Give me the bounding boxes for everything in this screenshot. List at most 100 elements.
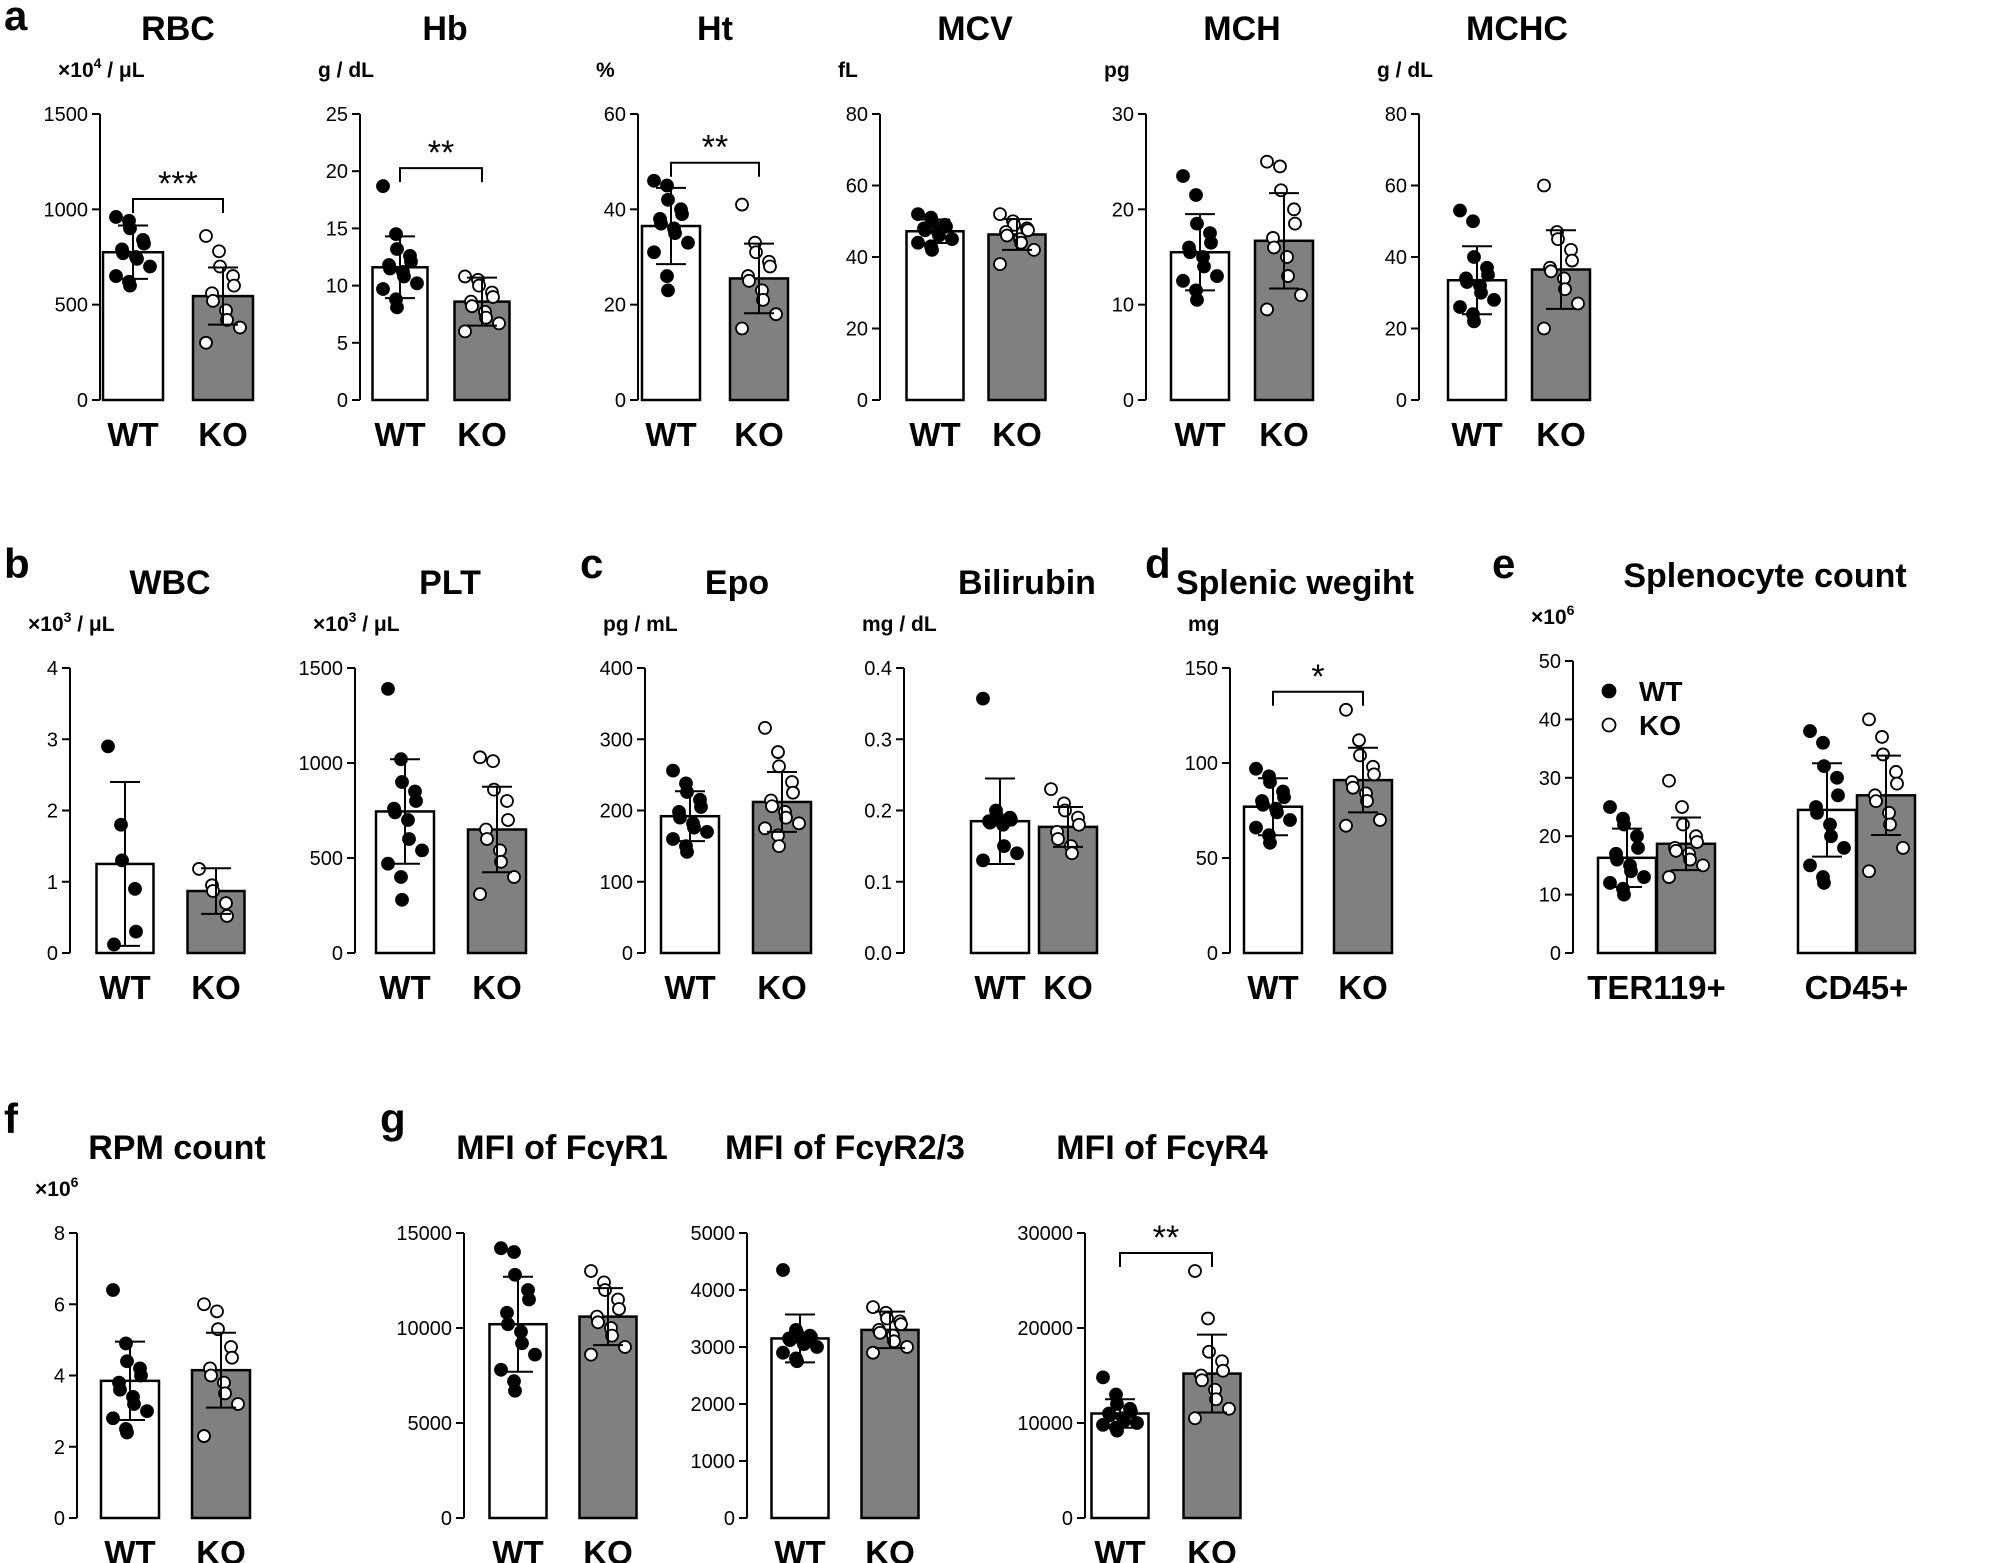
data-point-wt [1467,250,1481,264]
data-point-wt [1823,817,1837,832]
chart-mfi_fcgr23: MFI of FcγR2/3 0 1000 2000 3000 4000 5000 WT KO [691,1129,965,1563]
data-point-ko [735,197,749,212]
chart-title: Hb [422,10,467,48]
y-tick-label: 0 [441,1508,452,1530]
data-point-wt [1283,813,1297,827]
data-point-wt [404,254,418,269]
data-point-wt [1256,797,1270,812]
data-point-wt [1096,1370,1110,1385]
y-unit-label: ×104 / μL [58,55,145,82]
y-tick-label: 0 [622,943,633,965]
y-tick-label: 50 [1539,651,1561,673]
data-point-ko [1280,250,1294,264]
data-point-ko [473,887,487,901]
y-tick-label: 3 [47,729,58,751]
chart-title: Ht [697,10,733,48]
y-tick-label: 5 [337,333,348,355]
data-point-ko [618,1340,632,1354]
data-point-ko [1537,321,1551,336]
data-point-wt [1189,188,1203,202]
data-point-wt [1487,292,1501,307]
data-point-wt [1110,1423,1124,1438]
chart-mchc: MCHC g / dL 0 20 40 60 80 WT KO [1377,10,1592,453]
data-point-ko [206,293,220,308]
data-point-wt [1466,214,1480,229]
chart-ht: Ht% 0 20 40 60 WT KO ** [596,10,790,453]
unit-exponent: 3 [349,609,357,625]
y-tick-label: 0 [857,390,868,412]
y-unit-label: % [596,59,615,82]
data-point-ko [866,1300,880,1314]
significance-label: ** [1153,1219,1179,1257]
y-tick-label: 5000 [691,1223,736,1245]
data-point-wt [140,1404,154,1419]
y-tick-label: 10 [1539,885,1561,907]
y-tick-label: 0 [1062,1508,1073,1530]
chart-title: RPM count [88,1129,266,1167]
x-category-label: WT [492,1534,543,1563]
data-point-ko [742,273,756,288]
y-unit-label: ×103 / μL [313,609,400,636]
x-category-label: WT [664,969,715,1006]
significance-label: ** [702,129,728,167]
data-point-ko [507,870,521,884]
data-point-wt [134,1368,148,1383]
data-point-wt [776,1345,790,1360]
data-point-ko [1890,776,1904,791]
x-category-label: KO [196,1534,246,1563]
data-point-ko [584,1264,598,1278]
data-point-ko [1373,813,1387,827]
y-tick-label: 25 [326,104,348,126]
significance-label: * [1311,658,1324,696]
data-point-wt [1176,169,1190,183]
data-point-ko [212,244,226,259]
data-point-ko [1662,773,1676,788]
data-point-wt [1481,267,1495,282]
unit-base: ×10 [35,1178,71,1201]
data-point-wt [1204,235,1218,250]
unit-exponent: 4 [94,55,102,71]
y-tick-label: 60 [1385,176,1407,198]
data-point-ko [197,1429,211,1443]
x-category-label: KO [992,416,1042,453]
chart-mch: MCH pg 0 10 20 30 WT KO [1104,10,1315,453]
data-point-wt [1130,1416,1144,1430]
significance-bracket [132,197,224,213]
data-point-ko [473,750,487,765]
data-point-ko [1000,228,1014,243]
y-unit-label: mg [1188,613,1220,636]
data-point-wt [501,1317,515,1332]
chart-title: WBC [129,564,210,602]
y-unit-label: pg / mL [603,613,678,636]
y-tick-label: 40 [846,247,868,269]
y-tick-label: 0 [77,390,88,412]
data-point-wt [101,739,115,754]
data-point-ko [993,257,1007,272]
data-point-wt [918,223,932,238]
data-point-ko [1021,223,1035,238]
data-point-ko [1051,832,1065,846]
x-category-label: KO [1536,416,1586,453]
data-point-ko [1537,178,1551,193]
y-tick-label: 500 [55,295,88,317]
y-tick-label: 300 [600,729,633,751]
data-point-wt [123,221,137,236]
data-point-wt [109,210,123,224]
data-point-ko [758,720,772,735]
data-point-ko [500,794,514,808]
data-point-wt [390,300,404,315]
y-tick-label: 10 [1112,295,1134,317]
x-category-label: WT [645,416,696,453]
unit-base: ×10 [58,59,94,82]
data-point-ko [1260,154,1274,169]
data-point-ko [219,896,233,911]
y-tick-label: 200 [600,801,633,823]
unit-rest: / μL [101,59,144,82]
y-tick-label: 1500 [44,104,89,126]
y-tick-label: 6 [54,1294,65,1316]
data-point-ko [612,1302,626,1316]
chart-title: MCHC [1466,10,1568,48]
data-point-wt [700,824,714,839]
data-point-ko [735,321,749,336]
